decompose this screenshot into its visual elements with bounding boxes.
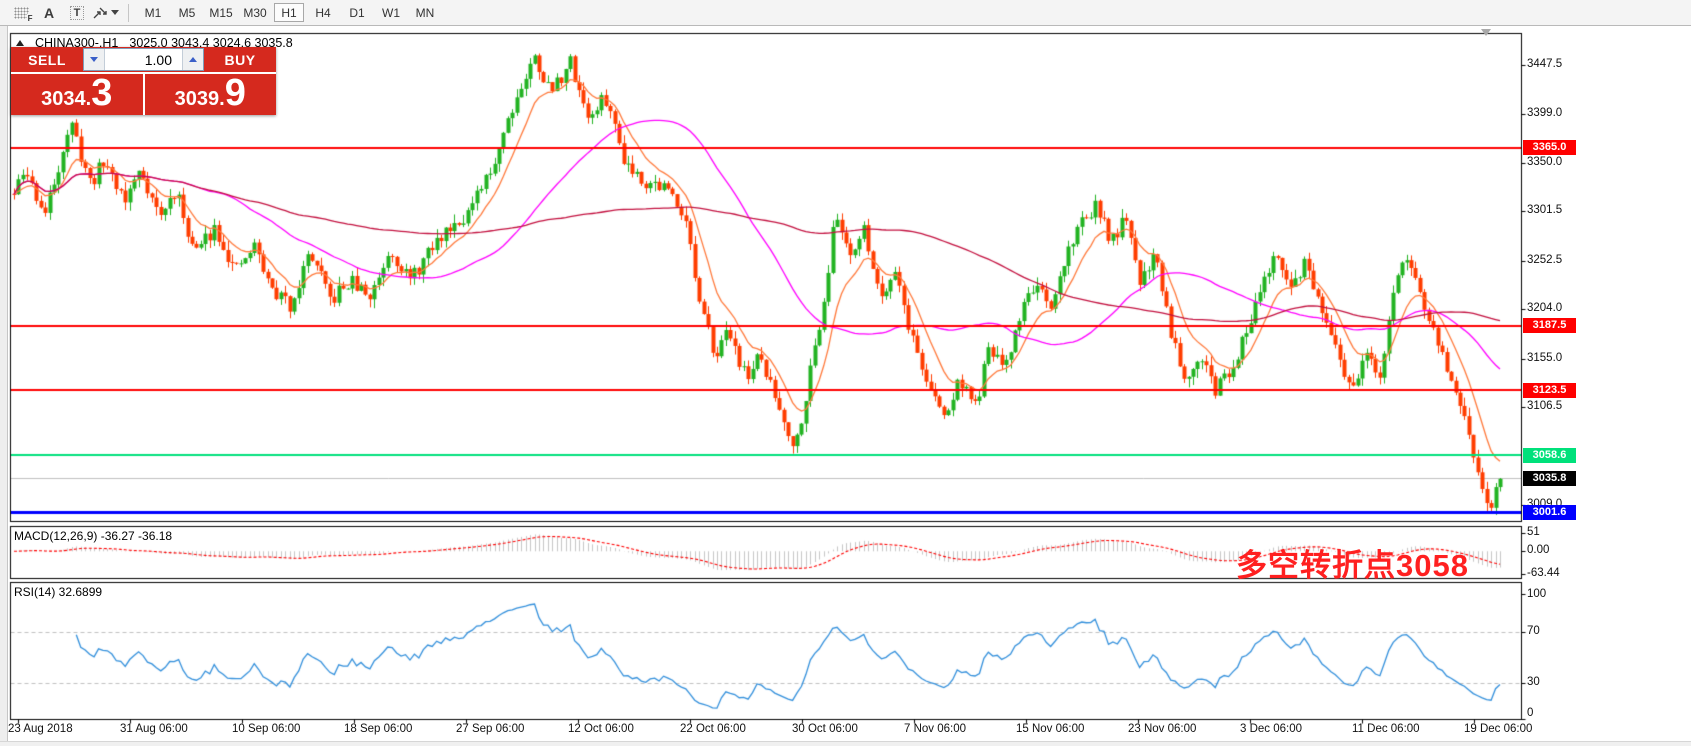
volume-spinner: 1.00: [83, 48, 204, 71]
price-level-badge: 3187.5: [1523, 318, 1576, 334]
price-divider: [142, 74, 145, 115]
price-tick-label: 3252.5: [1527, 253, 1563, 266]
time-axis-label: 15 Nov 06:00: [1016, 723, 1085, 735]
price-tick-label: 3301.5: [1527, 204, 1563, 217]
buy-price[interactable]: 3039. 9: [145, 74, 277, 115]
bottom-window-edge: [0, 741, 1691, 746]
buy-button[interactable]: BUY: [224, 51, 256, 68]
time-axis-label: 10 Sep 06:00: [232, 723, 301, 735]
price-level-badge: 3123.5: [1523, 382, 1576, 398]
volume-increase-button[interactable]: [182, 49, 203, 70]
timeframe-mn[interactable]: MN: [415, 5, 435, 20]
price-level-badge: 3058.6: [1523, 447, 1576, 463]
time-axis-label: 31 Aug 06:00: [120, 723, 188, 735]
buy-price-big-digit: 9: [224, 72, 246, 114]
chart-title-bar: CHINA300-,H1 3025.0 3043.4 3024.6 3035.8: [16, 36, 293, 50]
chart-toolbar: F A T M1 M5 M15 M30 H1 H4 D1 W1 MN: [0, 0, 1691, 26]
left-panel-splitter[interactable]: [0, 26, 8, 746]
macd-scale-label: 0.00: [1527, 544, 1550, 557]
buy-price-main: 3039: [174, 88, 220, 110]
rsi-scale-label: 0: [1527, 706, 1534, 719]
macd-scale-label: -63.44: [1527, 567, 1560, 579]
volume-decrease-button[interactable]: [84, 49, 105, 70]
rsi-indicator-label: RSI(14) 32.6899: [14, 585, 103, 599]
time-axis-label: 27 Sep 06:00: [456, 723, 525, 735]
buy-price-dot: .: [219, 88, 225, 110]
price-level-badge: 3001.6: [1523, 504, 1576, 520]
sell-button[interactable]: SELL: [28, 51, 66, 68]
timeframe-m5[interactable]: M5: [178, 5, 196, 20]
a-icon-label: A: [43, 4, 55, 21]
dotted-grid-icon: F: [13, 6, 33, 23]
sell-price-big-digit: 3: [91, 72, 113, 114]
macd-scale-label: 51: [1527, 526, 1540, 538]
macd-indicator-label: MACD(12,26,9) -36.27 -36.18: [14, 529, 173, 543]
chart-ohlc-values: 3025.0 3043.4 3024.6 3035.8: [129, 36, 293, 50]
timeframe-m30[interactable]: M30: [243, 5, 267, 20]
time-axis-label: 11 Dec 06:00: [1352, 723, 1420, 735]
time-axis-label: 3 Dec 06:00: [1240, 723, 1303, 735]
f-icon-label: F: [26, 13, 33, 23]
price-tick-label: 3155.0: [1527, 351, 1563, 364]
price-tick-label: 3447.5: [1527, 58, 1563, 70]
time-axis-label: 19 Dec 06:00: [1464, 723, 1533, 735]
rsi-scale-label: 100: [1527, 587, 1547, 600]
timeframe-h1[interactable]: H1: [274, 3, 304, 22]
rsi-scale-label: 30: [1527, 676, 1540, 688]
timeframe-w1[interactable]: W1: [382, 5, 400, 20]
time-axis-label: 30 Oct 06:00: [792, 723, 858, 735]
timeframe-m1[interactable]: M1: [144, 5, 162, 20]
arrows-glyph: [93, 7, 107, 18]
scroll-to-end-icon[interactable]: [1481, 29, 1491, 36]
one-click-trading-panel: SELL 1.00 BUY 3034. 3 3039. 9: [11, 47, 276, 115]
chart-symbol-period: CHINA300-,H1: [35, 36, 119, 50]
triangle-down-icon: [90, 57, 98, 62]
time-axis-label: 18 Sep 06:00: [344, 723, 413, 735]
sell-price-main: 3034: [41, 88, 86, 110]
time-axis-label: 7 Nov 06:00: [904, 723, 967, 735]
timeframe-group: M1 M5 M15 M30 H1 H4 D1 W1 MN: [138, 3, 440, 22]
t-icon-label: T: [69, 5, 85, 20]
price-level-badge: 3035.8: [1523, 470, 1576, 486]
sell-price[interactable]: 3034. 3: [11, 74, 143, 115]
time-axis-label: 22 Oct 06:00: [680, 723, 746, 735]
sell-price-dot: .: [85, 88, 92, 110]
grid-f-icon[interactable]: F: [8, 3, 34, 23]
trade-prices-row: 3034. 3 3039. 9: [11, 74, 276, 115]
price-tick-label: 3204.0: [1527, 302, 1563, 315]
collapse-triangle-icon[interactable]: [16, 40, 24, 46]
insert-arrow-icon[interactable]: A: [36, 3, 62, 23]
trade-buttons-row: SELL 1.00 BUY: [11, 47, 276, 74]
chevron-down-icon: [111, 10, 119, 15]
time-axis-label: 12 Oct 06:00: [568, 723, 634, 735]
triangle-up-icon: [189, 57, 197, 62]
volume-input[interactable]: 1.00: [144, 51, 172, 68]
timeframe-m15[interactable]: M15: [209, 5, 233, 20]
toolbar-divider: [128, 3, 129, 22]
chart-text-annotation[interactable]: 多空转折点3058: [1236, 548, 1469, 583]
time-axis-label: 23 Nov 06:00: [1128, 723, 1197, 735]
insert-text-icon[interactable]: T: [64, 3, 90, 23]
diagonal-arrows-icon[interactable]: [92, 3, 119, 23]
time-axis-label: 23 Aug 2018: [8, 723, 73, 735]
price-level-badge: 3365.0: [1523, 140, 1576, 156]
timeframe-h4[interactable]: H4: [315, 5, 331, 20]
timeframe-d1[interactable]: D1: [349, 5, 365, 20]
rsi-scale-label: 70: [1527, 625, 1540, 637]
price-tick-label: 3399.0: [1527, 106, 1563, 119]
price-tick-label: 3106.5: [1527, 400, 1563, 413]
price-tick-label: 3350.0: [1527, 155, 1563, 168]
